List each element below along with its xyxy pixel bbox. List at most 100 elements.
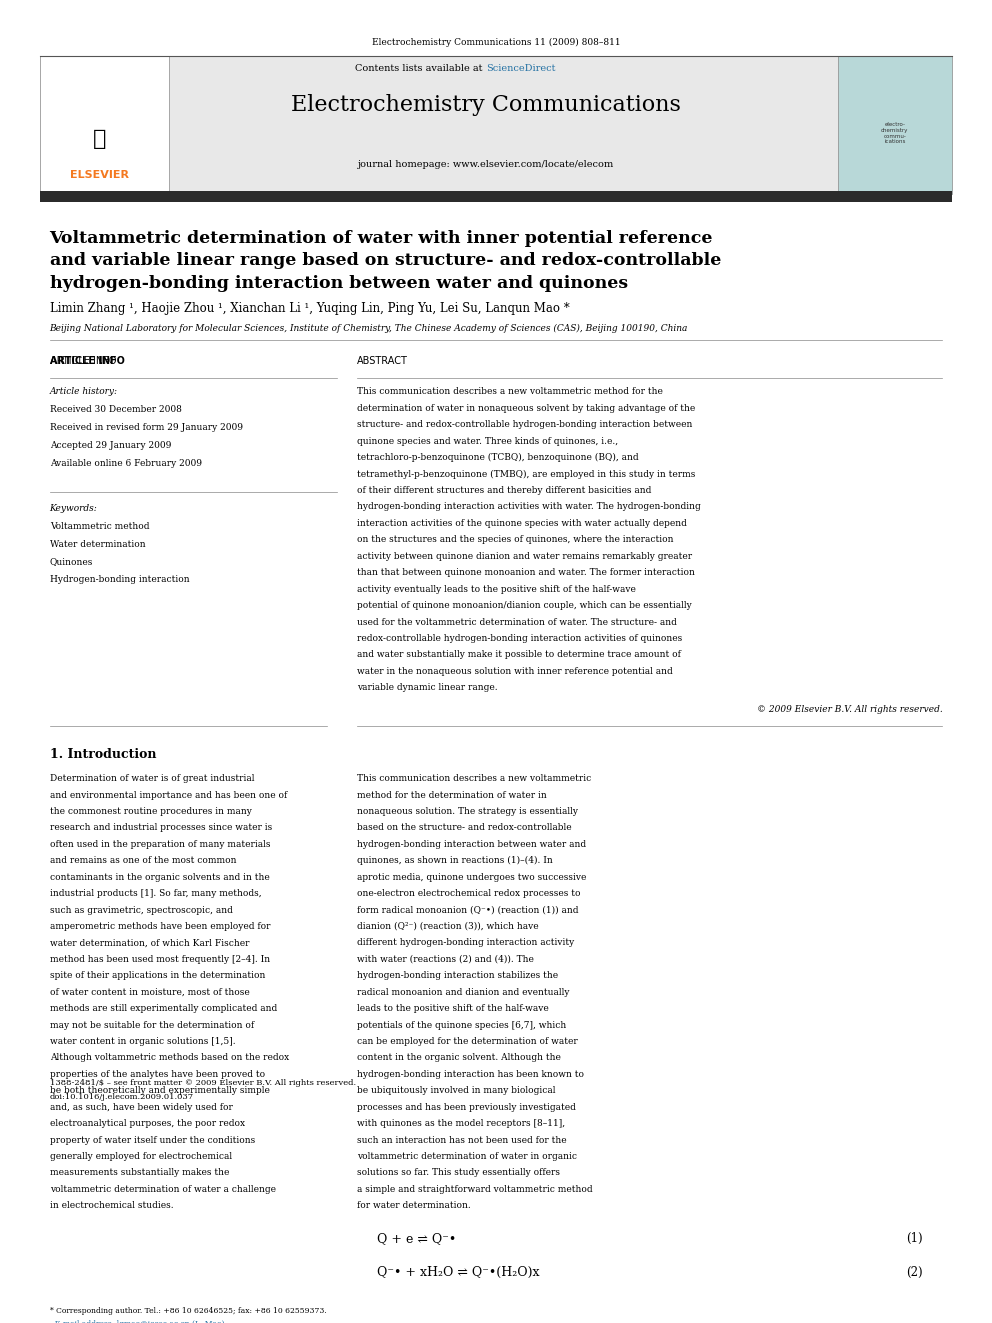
Text: ScienceDirect: ScienceDirect: [486, 65, 556, 73]
Text: Available online 6 February 2009: Available online 6 February 2009: [50, 459, 201, 467]
Text: different hydrogen-bonding interaction activity: different hydrogen-bonding interaction a…: [357, 938, 574, 947]
Text: hydrogen-bonding interaction activities with water. The hydrogen-bonding: hydrogen-bonding interaction activities …: [357, 503, 701, 512]
Text: ABSTRACT: ABSTRACT: [357, 356, 408, 366]
Text: nonaqueous solution. The strategy is essentially: nonaqueous solution. The strategy is ess…: [357, 807, 578, 816]
Text: This communication describes a new voltammetric method for the: This communication describes a new volta…: [357, 388, 663, 397]
Text: 1. Introduction: 1. Introduction: [50, 747, 156, 761]
Text: on the structures and the species of quinones, where the interaction: on the structures and the species of qui…: [357, 536, 674, 544]
Text: variable dynamic linear range.: variable dynamic linear range.: [357, 683, 498, 692]
Text: Received 30 December 2008: Received 30 December 2008: [50, 405, 182, 414]
Text: Electrochemistry Communications 11 (2009) 808–811: Electrochemistry Communications 11 (2009…: [372, 37, 620, 46]
Text: hydrogen-bonding interaction between water and: hydrogen-bonding interaction between wat…: [357, 840, 586, 849]
Text: than that between quinone monoanion and water. The former interaction: than that between quinone monoanion and …: [357, 568, 695, 577]
Text: often used in the preparation of many materials: often used in the preparation of many ma…: [50, 840, 270, 849]
Text: research and industrial processes since water is: research and industrial processes since …: [50, 823, 272, 832]
Text: activity between quinone dianion and water remains remarkably greater: activity between quinone dianion and wat…: [357, 552, 692, 561]
Text: Hydrogen-bonding interaction: Hydrogen-bonding interaction: [50, 576, 189, 585]
Text: be both theoretically and experimentally simple: be both theoretically and experimentally…: [50, 1086, 270, 1095]
Text: Q + e ⇌ Q⁻•: Q + e ⇌ Q⁻•: [377, 1233, 456, 1245]
Text: Voltammetric method: Voltammetric method: [50, 521, 149, 531]
Text: tetrachloro-p-benzoquinone (TCBQ), benzoquinone (BQ), and: tetrachloro-p-benzoquinone (TCBQ), benzo…: [357, 454, 639, 462]
Text: water in the nonaqueous solution with inner reference potential and: water in the nonaqueous solution with in…: [357, 667, 673, 676]
Text: industrial products [1]. So far, many methods,: industrial products [1]. So far, many me…: [50, 889, 261, 898]
Text: may not be suitable for the determination of: may not be suitable for the determinatio…: [50, 1020, 254, 1029]
Bar: [838, 56, 952, 194]
Text: for water determination.: for water determination.: [357, 1201, 471, 1211]
Text: Electrochemistry Communications: Electrochemistry Communications: [291, 94, 682, 116]
Text: measurements substantially makes the: measurements substantially makes the: [50, 1168, 229, 1177]
Text: tetramethyl-p-benzoquinone (TMBQ), are employed in this study in terms: tetramethyl-p-benzoquinone (TMBQ), are e…: [357, 470, 695, 479]
Text: voltammetric determination of water a challenge: voltammetric determination of water a ch…: [50, 1185, 276, 1193]
Text: (2): (2): [906, 1266, 923, 1279]
Text: 🌳: 🌳: [92, 128, 106, 148]
Text: potential of quinone monoanion/dianion couple, which can be essentially: potential of quinone monoanion/dianion c…: [357, 601, 691, 610]
Text: E-mail address: lqmao@iccas.ac.cn (L. Mao).: E-mail address: lqmao@iccas.ac.cn (L. Ma…: [50, 1320, 226, 1323]
Text: a simple and straightforward voltammetric method: a simple and straightforward voltammetri…: [357, 1185, 593, 1193]
Text: Limin Zhang ¹, Haojie Zhou ¹, Xianchan Li ¹, Yuqing Lin, Ping Yu, Lei Su, Lanqun: Limin Zhang ¹, Haojie Zhou ¹, Xianchan L…: [50, 302, 569, 315]
Text: hydrogen-bonding interaction stabilizes the: hydrogen-bonding interaction stabilizes …: [357, 971, 558, 980]
Text: with quinones as the model receptors [8–11],: with quinones as the model receptors [8–…: [357, 1119, 565, 1129]
Text: Water determination: Water determination: [50, 540, 145, 549]
Bar: [40, 191, 952, 202]
Text: such as gravimetric, spectroscopic, and: such as gravimetric, spectroscopic, and: [50, 905, 232, 914]
Text: generally employed for electrochemical: generally employed for electrochemical: [50, 1152, 232, 1162]
Text: ELSEVIER: ELSEVIER: [69, 171, 129, 180]
Text: of water content in moisture, most of those: of water content in moisture, most of th…: [50, 988, 249, 996]
Text: be ubiquitously involved in many biological: be ubiquitously involved in many biologi…: [357, 1086, 556, 1095]
Text: processes and has been previously investigated: processes and has been previously invest…: [357, 1103, 576, 1111]
Text: based on the structure- and redox-controllable: based on the structure- and redox-contro…: [357, 823, 571, 832]
Bar: [40, 56, 169, 194]
Text: © 2009 Elsevier B.V. All rights reserved.: © 2009 Elsevier B.V. All rights reserved…: [757, 705, 942, 714]
Text: Keywords:: Keywords:: [50, 504, 97, 513]
Text: ARTICLE INFO: ARTICLE INFO: [50, 356, 124, 366]
Text: * Corresponding author. Tel.: +86 10 62646525; fax: +86 10 62559373.: * Corresponding author. Tel.: +86 10 626…: [50, 1307, 326, 1315]
Text: and remains as one of the most common: and remains as one of the most common: [50, 856, 236, 865]
Text: and variable linear range based on structure- and redox-controllable: and variable linear range based on struc…: [50, 253, 721, 270]
Text: interaction activities of the quinone species with water actually depend: interaction activities of the quinone sp…: [357, 519, 687, 528]
Text: methods are still experimentally complicated and: methods are still experimentally complic…: [50, 1004, 277, 1013]
Text: and environmental importance and has been one of: and environmental importance and has bee…: [50, 791, 287, 799]
Text: leads to the positive shift of the half-wave: leads to the positive shift of the half-…: [357, 1004, 549, 1013]
Text: form radical monoanion (Q⁻•) (reaction (1)) and: form radical monoanion (Q⁻•) (reaction (…: [357, 905, 578, 914]
Text: radical monoanion and dianion and eventually: radical monoanion and dianion and eventu…: [357, 988, 569, 996]
Text: of their different structures and thereby different basicities and: of their different structures and thereb…: [357, 486, 652, 495]
Text: Accepted 29 January 2009: Accepted 29 January 2009: [50, 441, 171, 450]
Text: and, as such, have been widely used for: and, as such, have been widely used for: [50, 1103, 232, 1111]
Text: This communication describes a new voltammetric: This communication describes a new volta…: [357, 774, 591, 783]
Text: voltammetric determination of water in organic: voltammetric determination of water in o…: [357, 1152, 577, 1162]
Text: Determination of water is of great industrial: Determination of water is of great indus…: [50, 774, 254, 783]
Text: (1): (1): [906, 1233, 923, 1245]
Text: quinone species and water. Three kinds of quinones, i.e.,: quinone species and water. Three kinds o…: [357, 437, 618, 446]
Text: structure- and redox-controllable hydrogen-bonding interaction between: structure- and redox-controllable hydrog…: [357, 421, 692, 430]
Text: activity eventually leads to the positive shift of the half-wave: activity eventually leads to the positiv…: [357, 585, 636, 594]
Text: Article history:: Article history:: [50, 388, 118, 397]
Text: property of water itself under the conditions: property of water itself under the condi…: [50, 1135, 255, 1144]
Text: determination of water in nonaqueous solvent by taking advantage of the: determination of water in nonaqueous sol…: [357, 404, 695, 413]
Text: with water (reactions (2) and (4)). The: with water (reactions (2) and (4)). The: [357, 955, 534, 964]
Text: such an interaction has not been used for the: such an interaction has not been used fo…: [357, 1135, 566, 1144]
Text: hydrogen-bonding interaction has been known to: hydrogen-bonding interaction has been kn…: [357, 1070, 584, 1078]
Text: properties of the analytes have been proved to: properties of the analytes have been pro…: [50, 1070, 265, 1078]
Text: Contents lists available at: Contents lists available at: [355, 65, 486, 73]
Text: method has been used most frequently [2–4]. In: method has been used most frequently [2–…: [50, 955, 270, 964]
Text: and water substantially make it possible to determine trace amount of: and water substantially make it possible…: [357, 651, 681, 659]
Text: journal homepage: www.elsevier.com/locate/elecom: journal homepage: www.elsevier.com/locat…: [358, 160, 614, 169]
Text: Although voltammetric methods based on the redox: Although voltammetric methods based on t…: [50, 1053, 289, 1062]
Text: in electrochemical studies.: in electrochemical studies.: [50, 1201, 174, 1211]
Text: Quinones: Quinones: [50, 557, 93, 566]
Text: amperometric methods have been employed for: amperometric methods have been employed …: [50, 922, 270, 931]
Text: one-electron electrochemical redox processes to: one-electron electrochemical redox proce…: [357, 889, 580, 898]
Text: water content in organic solutions [1,5].: water content in organic solutions [1,5]…: [50, 1037, 235, 1046]
Text: contaminants in the organic solvents and in the: contaminants in the organic solvents and…: [50, 873, 270, 881]
Text: hydrogen-bonding interaction between water and quinones: hydrogen-bonding interaction between wat…: [50, 275, 628, 291]
Text: quinones, as shown in reactions (1)–(4). In: quinones, as shown in reactions (1)–(4).…: [357, 856, 553, 865]
Text: ARTICLE INFO: ARTICLE INFO: [50, 356, 116, 366]
Text: used for the voltammetric determination of water. The structure- and: used for the voltammetric determination …: [357, 618, 677, 627]
Text: Beijing National Laboratory for Molecular Sciences, Institute of Chemistry, The : Beijing National Laboratory for Molecula…: [50, 324, 688, 333]
Text: Q⁻• + xH₂O ⇌ Q⁻•(H₂O)x: Q⁻• + xH₂O ⇌ Q⁻•(H₂O)x: [377, 1266, 540, 1279]
Text: Voltammetric determination of water with inner potential reference: Voltammetric determination of water with…: [50, 230, 713, 247]
Text: redox-controllable hydrogen-bonding interaction activities of quinones: redox-controllable hydrogen-bonding inte…: [357, 634, 682, 643]
Text: dianion (Q²⁻) (reaction (3)), which have: dianion (Q²⁻) (reaction (3)), which have: [357, 922, 539, 931]
Text: solutions so far. This study essentially offers: solutions so far. This study essentially…: [357, 1168, 560, 1177]
Text: electroanalytical purposes, the poor redox: electroanalytical purposes, the poor red…: [50, 1119, 245, 1129]
